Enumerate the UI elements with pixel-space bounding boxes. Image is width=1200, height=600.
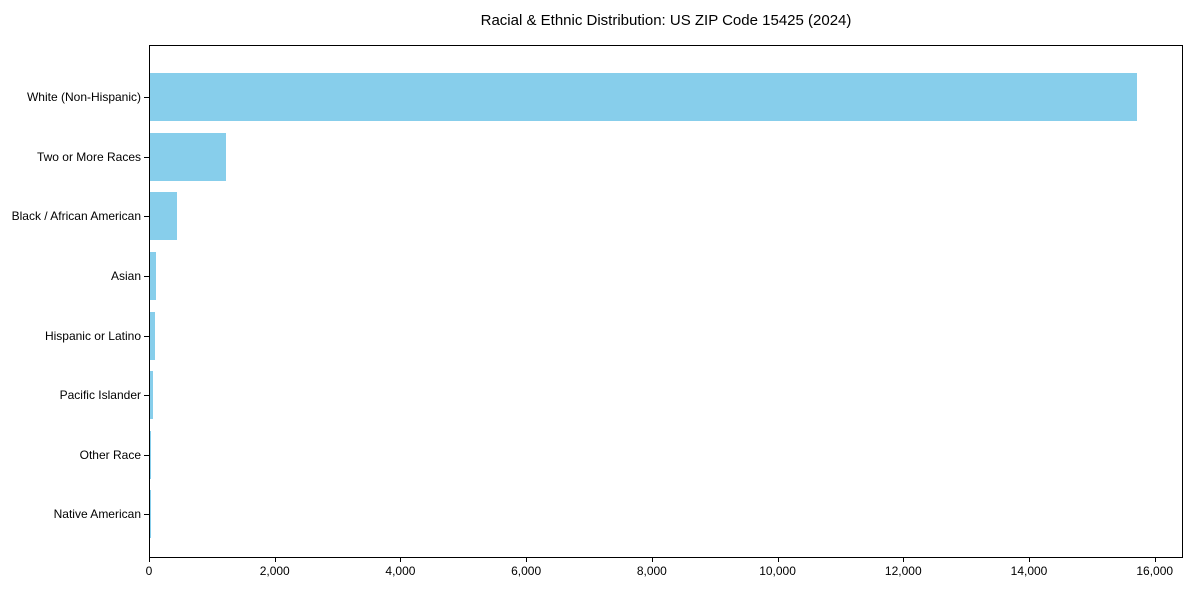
bar-pacific-islander	[150, 371, 154, 420]
x-tick-mark	[903, 558, 905, 562]
x-tick-label: 6,000	[511, 564, 542, 578]
y-tick-label: Two or More Races	[36, 149, 141, 164]
bar-asian	[150, 251, 156, 300]
y-tick-mark	[144, 216, 149, 218]
x-tick-mark	[1029, 558, 1030, 562]
y-tick-mark	[144, 275, 149, 277]
x-tick-label: 12,000	[884, 564, 922, 578]
chart-title: Racial & Ethnic Distribution: US ZIP Cod…	[480, 12, 852, 29]
y-tick-label: Hispanic or Latino	[44, 328, 141, 343]
bar-two-or-more-races	[150, 132, 227, 181]
bar-black-african-american	[150, 192, 178, 241]
x-tick-label: 2,000	[259, 564, 290, 578]
x-tick-mark	[400, 558, 402, 562]
x-tick-label: 10,000	[759, 564, 796, 578]
y-tick-label: Black / African American	[11, 209, 141, 224]
x-tick-label: 4,000	[385, 564, 416, 578]
y-tick-mark	[144, 97, 149, 98]
y-tick-mark	[144, 454, 149, 456]
bar-hispanic-or-latino	[150, 311, 155, 360]
y-tick-mark	[144, 395, 149, 397]
x-tick-mark	[777, 558, 779, 562]
x-tick-mark	[526, 558, 528, 562]
y-tick-label: White (Non-Hispanic)	[26, 90, 141, 104]
y-tick-label: Pacific Islander	[59, 388, 141, 403]
bar-other-race	[150, 430, 151, 479]
x-tick-label: 14,000	[1010, 564, 1048, 578]
x-tick-mark	[651, 558, 653, 562]
plot-area	[149, 45, 1183, 558]
y-tick-label: Native American	[53, 507, 141, 522]
y-tick-mark	[144, 335, 149, 337]
bar-white-non-hispanic	[150, 73, 1138, 121]
x-tick-mark	[274, 558, 276, 562]
y-tick-mark	[144, 156, 149, 158]
x-tick-mark	[1154, 558, 1156, 562]
x-tick-label: 8,000	[636, 564, 667, 578]
y-tick-label: Asian	[110, 268, 141, 283]
x-tick-mark	[149, 558, 150, 562]
x-tick-label: 0	[145, 564, 153, 578]
x-tick-label: 16,000	[1136, 564, 1174, 578]
y-tick-mark	[144, 514, 149, 516]
y-tick-label: Other Race	[79, 447, 141, 462]
